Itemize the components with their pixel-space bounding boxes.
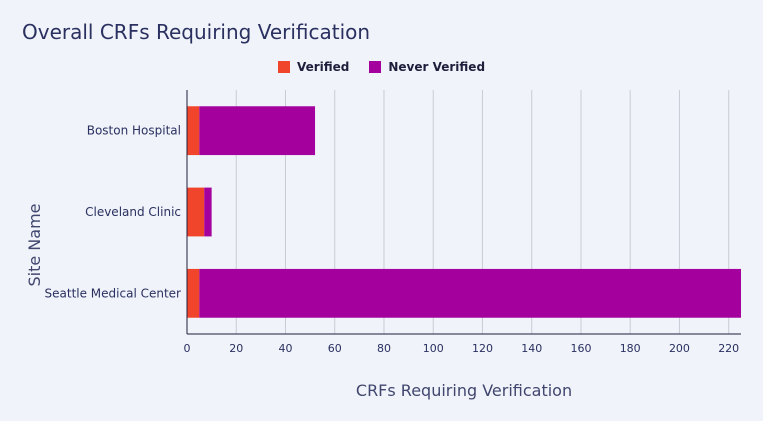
x-tick-label-60: 60 — [328, 342, 342, 355]
x-tick-label-40: 40 — [278, 342, 292, 355]
legend-item-never-verified[interactable]: Never Verified — [369, 60, 485, 74]
axes — [186, 90, 741, 335]
x-tick-label-20: 20 — [229, 342, 243, 355]
y-category-label-boston-hospital: Boston Hospital — [87, 124, 181, 138]
legend-swatch-never-verified — [369, 61, 382, 73]
y-category-labels: Boston Hospital Cleveland Clinic Seattle M… — [45, 124, 182, 301]
bar-boston-hospital-verified[interactable] — [187, 106, 200, 156]
x-tick-label-0: 0 — [184, 342, 191, 355]
x-tick-label-80: 80 — [377, 342, 391, 355]
x-tick-label-220: 220 — [718, 342, 739, 355]
x-axis-title: CRFs Requiring Verification — [356, 381, 572, 400]
legend-swatch-verified — [277, 61, 290, 73]
legend: Verified Never Verified — [0, 60, 763, 74]
chart-title: Overall CRFs Requiring Verification — [22, 20, 371, 44]
x-tick-label-100: 100 — [423, 342, 444, 355]
x-tick-labels: 0 20 40 60 80 100 120 140 160 180 200 220 — [184, 342, 740, 355]
bar-cleveland-clinic-verified[interactable] — [187, 187, 205, 237]
x-tick-label-180: 180 — [620, 342, 641, 355]
bar-cleveland-clinic-never-verified[interactable] — [204, 187, 212, 237]
y-category-label-seattle-medical-center: Seattle Medical Center — [45, 286, 182, 300]
x-tick-label-160: 160 — [570, 342, 591, 355]
x-tick-label-120: 120 — [472, 342, 493, 355]
legend-label-verified: Verified — [296, 60, 350, 74]
bar-seattle-medical-center-never-verified[interactable] — [199, 268, 742, 318]
legend-label-never-verified: Never Verified — [388, 60, 486, 74]
legend-item-verified[interactable]: Verified — [277, 60, 350, 74]
bar-seattle-medical-center-verified[interactable] — [187, 268, 200, 318]
y-category-label-cleveland-clinic: Cleveland Clinic — [85, 205, 181, 219]
y-axis-title: Site Name — [25, 203, 44, 286]
bars — [187, 106, 742, 318]
x-tick-label-200: 200 — [669, 342, 690, 355]
x-tick-label-140: 140 — [521, 342, 542, 355]
bar-boston-hospital-never-verified[interactable] — [199, 106, 316, 156]
